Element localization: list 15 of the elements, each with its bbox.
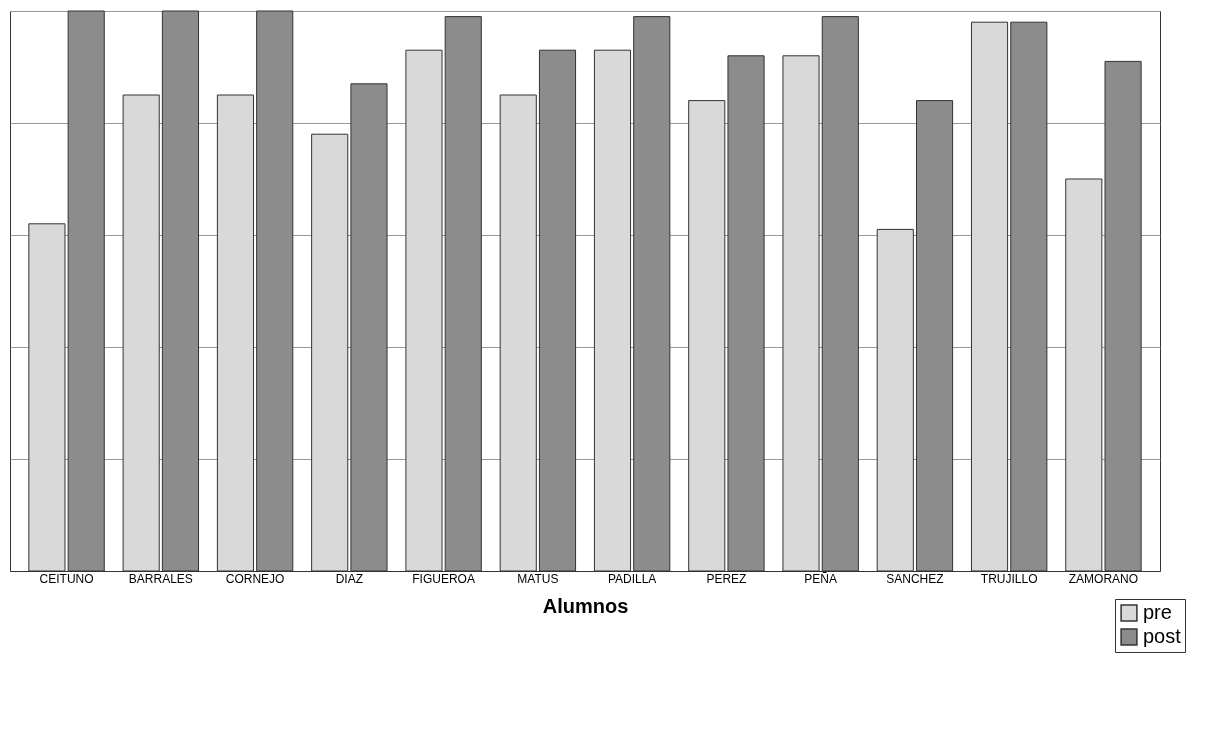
x-tick-label: ZAMORANO	[1068, 571, 1139, 586]
x-tick-label: MATUS	[517, 571, 559, 586]
x-tick-label: SANCHEZ	[886, 571, 944, 586]
x-tick-label: DIAZ	[335, 571, 364, 586]
x-tick-label: BARRALES	[128, 571, 193, 586]
x-tick-label: PADILLA	[607, 571, 657, 586]
legend-label: post	[1143, 625, 1182, 647]
x-tick-label: CORNEJO	[225, 571, 285, 586]
x-axis-title: Alumnos	[542, 594, 629, 617]
legend-label: pre	[1143, 601, 1172, 623]
x-tick-label: TRUJILLO	[980, 571, 1038, 586]
x-tick-label: CEITUNO	[39, 571, 94, 586]
x-tick-label: PEREZ	[706, 571, 747, 586]
x-tick-label: PEÑA	[804, 571, 837, 586]
x-tick-label: FIGUEROA	[412, 571, 475, 586]
